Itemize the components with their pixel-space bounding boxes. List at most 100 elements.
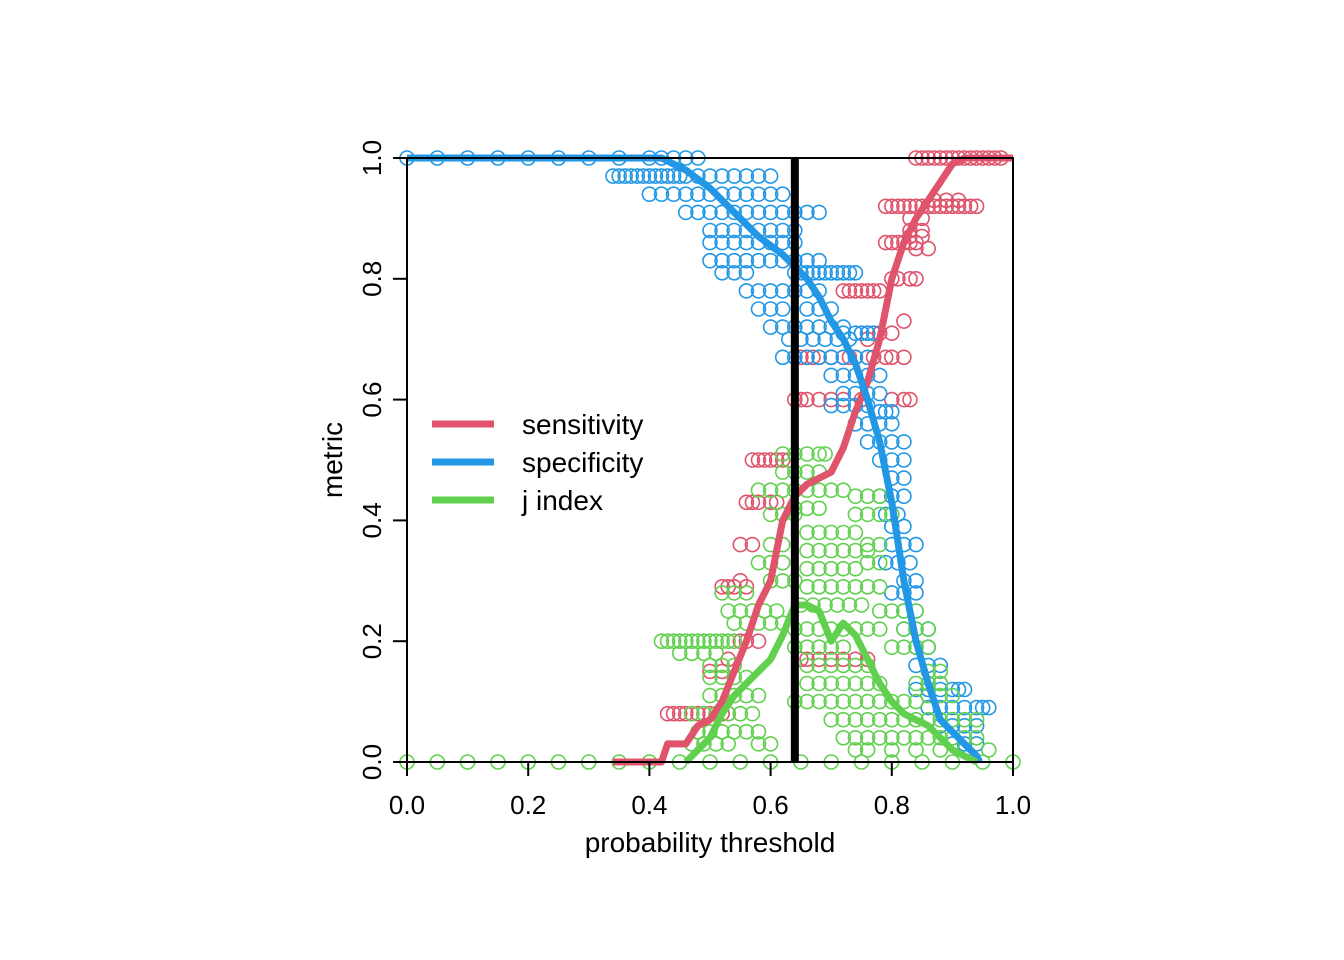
- specificity-point-210: [956, 717, 973, 734]
- j-index-point-129: [811, 578, 827, 595]
- j-index-point-34: [671, 645, 688, 662]
- legend: sensitivity specificity j index: [432, 409, 643, 516]
- specificity-point-30: [738, 168, 755, 184]
- j-index-point-118: [811, 542, 827, 559]
- j-index-point-33: [726, 633, 743, 650]
- j-index-point-199: [932, 729, 949, 746]
- j-index-point-115: [835, 524, 852, 541]
- j-index-point-22: [659, 633, 676, 650]
- j-index-point-211: [883, 603, 900, 619]
- sensitivity-point-68: [883, 349, 900, 366]
- specificity-point-57: [702, 222, 718, 239]
- sensitivity-point-39: [811, 391, 827, 408]
- specificity-point-110: [762, 319, 779, 335]
- j-index-trend-line: [683, 601, 979, 766]
- specificity-point-40: [726, 186, 743, 202]
- specificity-point-175: [877, 554, 894, 571]
- j-index-point-177: [908, 693, 924, 710]
- y-axis-title: metric: [317, 422, 348, 498]
- sensitivity-point-78: [877, 234, 894, 251]
- j-index-point-198: [920, 729, 937, 746]
- specificity-point-111: [774, 319, 791, 335]
- specificity-point-23: [665, 168, 682, 184]
- j-index-point-195: [883, 729, 900, 746]
- j-index-point-174: [871, 693, 888, 710]
- sensitivity-point-60: [853, 283, 870, 299]
- specificity-point-62: [762, 222, 779, 239]
- j-index-point-140: [853, 597, 870, 613]
- specificity-point-42: [750, 186, 767, 202]
- specificity-point-124: [847, 325, 864, 342]
- j-index-point-120: [835, 542, 852, 559]
- j-index-point-24: [671, 633, 688, 650]
- sensitivity-point-11: [702, 663, 718, 680]
- j-index-point-158: [847, 657, 864, 674]
- j-index-point-69: [732, 603, 749, 619]
- j-index-point-138: [829, 597, 846, 613]
- legend-item-sensitivity: sensitivity: [432, 409, 643, 440]
- specificity-point-27: [702, 168, 718, 184]
- sensitivity-point-106: [908, 240, 924, 257]
- specificity-point-82: [811, 252, 827, 269]
- specificity-point-55: [799, 204, 815, 221]
- j-index-point-172: [847, 693, 864, 710]
- sensitivity-point-54: [835, 651, 852, 668]
- specificity-point-126: [859, 325, 876, 342]
- sensitivity-point-53: [823, 651, 840, 668]
- sensitivity-point-23: [744, 536, 761, 553]
- j-index-point-209: [980, 742, 997, 758]
- sensitivity-point-100: [968, 198, 985, 215]
- j-index-point-64: [708, 736, 724, 752]
- j-index-point-119: [823, 542, 840, 559]
- j-index-point-180: [847, 711, 864, 728]
- specificity-point-199: [950, 681, 967, 698]
- j-index-point-173: [859, 693, 876, 710]
- j-index-point-132: [847, 578, 864, 595]
- specificity-point-63: [774, 222, 791, 239]
- sensitivity-point-73: [896, 313, 912, 329]
- j-index-point-176: [896, 693, 912, 710]
- sensitivity-point-111: [859, 331, 876, 348]
- specificity-point-131: [811, 349, 827, 366]
- j-index-point-73: [726, 615, 743, 631]
- specificity-point-89: [805, 264, 821, 281]
- sensitivity-point-16: [750, 633, 767, 650]
- sensitivity-point-19: [726, 578, 743, 595]
- j-index-point-59: [726, 723, 743, 740]
- j-index-point-228: [944, 687, 961, 704]
- specificity-point-98: [750, 283, 767, 299]
- specificity-point-120: [817, 331, 833, 348]
- j-index-point-154: [799, 657, 815, 674]
- specificity-point-66: [714, 234, 730, 251]
- j-index-point-60: [738, 723, 755, 740]
- sensitivity-point-22: [732, 536, 749, 553]
- y-tick-label: 0.0: [357, 744, 387, 780]
- y-tick-label: 1.0: [357, 140, 387, 176]
- sensitivity-point-31: [756, 452, 773, 468]
- j-index-point-206: [908, 742, 924, 758]
- sensitivity-point-32: [762, 452, 779, 468]
- j-index-point-205: [883, 742, 900, 758]
- specificity-point-14: [611, 168, 627, 184]
- specificity-point-200: [956, 681, 973, 698]
- j-index-point-99: [835, 482, 852, 499]
- j-index-point-179: [835, 711, 852, 728]
- j-index-point-122: [859, 542, 876, 559]
- sensitivity-point-94: [932, 198, 949, 215]
- j-index-point-189: [956, 711, 973, 728]
- sensitivity-point-1: [665, 705, 682, 722]
- sensitivity-point-59: [847, 283, 864, 299]
- j-index-point-102: [799, 464, 815, 480]
- specificity-point-162: [896, 452, 912, 468]
- sensitivity-point-109: [914, 222, 930, 239]
- sensitivity-point-26: [750, 494, 767, 511]
- specificity-point-43: [762, 186, 779, 202]
- sensitivity-point-38: [799, 391, 815, 408]
- y-axis: 0.0 0.2 0.4 0.6 0.8 1.0: [357, 140, 408, 780]
- specificity-point-28: [714, 168, 730, 184]
- specificity-point-91: [817, 264, 833, 281]
- j-index-point-164: [847, 675, 864, 692]
- j-index-point-197: [908, 729, 924, 746]
- j-index-point-39: [714, 657, 730, 674]
- specificity-point-76: [738, 252, 755, 269]
